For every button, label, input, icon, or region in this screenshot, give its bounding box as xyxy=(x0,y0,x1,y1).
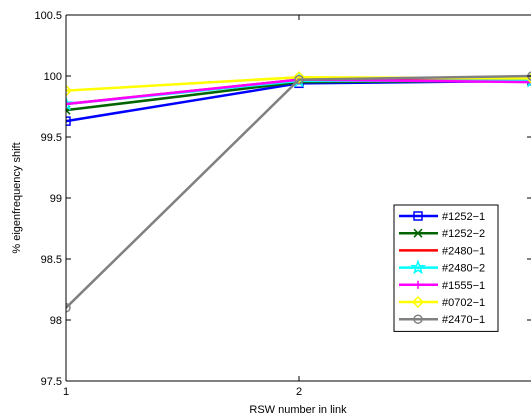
legend-marker xyxy=(413,228,423,238)
x-axis-label: RSW number in link xyxy=(249,404,347,416)
y-tick-label: 99.5 xyxy=(41,132,62,144)
data-point xyxy=(66,95,74,111)
legend-label: #0702−1 xyxy=(442,297,485,309)
y-tick-label: 97.5 xyxy=(41,376,62,388)
legend-marker xyxy=(413,211,423,221)
legend-entry: #1252−1 xyxy=(399,211,485,223)
legend-marker xyxy=(413,314,423,324)
legend-entry: #1555−1 xyxy=(399,280,485,292)
legend-entry: #0702−1 xyxy=(399,295,485,309)
y-tick-label: 98 xyxy=(50,315,62,327)
data-point xyxy=(66,100,70,109)
y-tick-label: 100 xyxy=(44,71,62,83)
legend-marker xyxy=(414,280,422,289)
data-point xyxy=(66,303,71,313)
x-tick-label: 1 xyxy=(63,386,69,398)
y-axis-label: % eigenfrequency shift xyxy=(11,142,23,253)
legend-label: #1555−1 xyxy=(442,280,485,292)
legend-marker xyxy=(410,259,426,275)
x-tick-label: 2 xyxy=(296,386,302,398)
legend-label: #2470−1 xyxy=(442,314,485,326)
series-line xyxy=(66,74,531,309)
legend-label: #2480−2 xyxy=(442,263,485,275)
data-point xyxy=(66,84,73,97)
legend-label: #1252−1 xyxy=(442,211,485,223)
data-point xyxy=(294,74,304,85)
data-point xyxy=(528,81,531,83)
y-tick-label: 99 xyxy=(50,193,62,205)
legend-label: #2480−1 xyxy=(442,245,485,257)
data-point xyxy=(292,71,306,84)
legend-marker xyxy=(411,295,425,309)
data-point xyxy=(66,116,71,126)
y-tick-label: 98.5 xyxy=(41,254,62,266)
legend-entry: #2480−2 xyxy=(399,259,485,275)
legend-entry: #1252−2 xyxy=(399,228,485,240)
legend-entry: #2480−1 xyxy=(399,245,485,257)
legend: #1252−1 #1252−2 #2480−1 #2480−2 #1555−1 #0702… xyxy=(393,204,499,332)
y-tick-label: 100.5 xyxy=(34,10,62,22)
legend-entry: #2470−1 xyxy=(399,314,485,326)
legend-label: #1252−2 xyxy=(442,228,485,240)
